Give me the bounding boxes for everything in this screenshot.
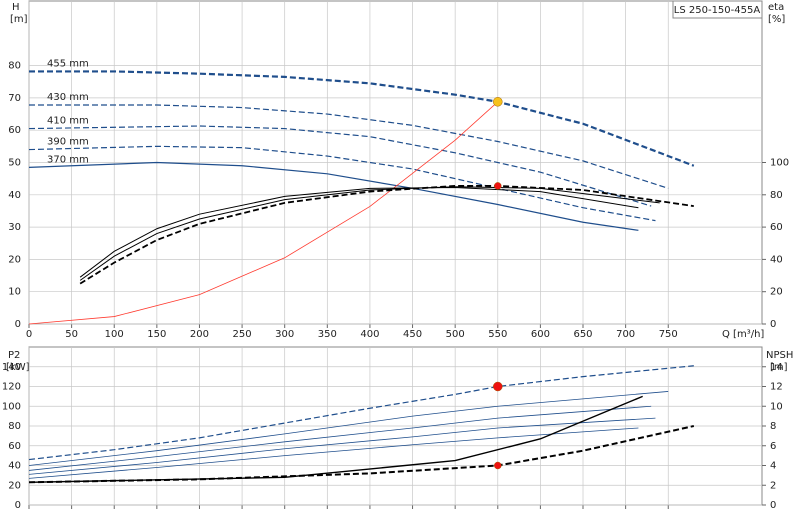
y2-label: NPSH [766, 350, 793, 361]
y-tick-label: 0 [15, 500, 21, 511]
y2-tick-label: 14 [770, 362, 783, 373]
y-tick-label: 80 [8, 421, 21, 432]
y2-tick-label: 20 [770, 287, 783, 298]
y-tick-label: 120 [2, 382, 21, 393]
title-box [672, 0, 763, 19]
y-unit: [kW] [6, 362, 30, 373]
y2-unit: [m] [770, 362, 788, 373]
y2-tick-label: 0 [770, 500, 776, 511]
x-tick-label: 400 [360, 329, 379, 340]
x-label: Q [m³/h] [722, 329, 764, 340]
curve [79, 185, 694, 285]
x-tick-label: 250 [233, 329, 252, 340]
y-tick-label: 50 [8, 158, 21, 169]
curve [28, 365, 694, 461]
y-tick-label: 0 [15, 319, 21, 330]
x-tick-label: 0 [26, 329, 32, 340]
operating-point [493, 381, 503, 392]
operating-point [494, 182, 502, 190]
x-tick-label: 50 [65, 329, 78, 340]
curve [28, 161, 639, 231]
y2-tick-label: 4 [770, 461, 776, 472]
y2-tick-label: 8 [770, 421, 776, 432]
y2-tick-label: 12 [770, 382, 783, 393]
x-tick-label: 200 [190, 329, 209, 340]
x-tick-label: 500 [446, 329, 465, 340]
curve [79, 186, 660, 281]
y-tick-label: 70 [8, 93, 21, 104]
x-tick-label: 550 [488, 329, 507, 340]
curve-label: 410 mm [47, 116, 89, 127]
y2-tick-label: 100 [770, 158, 789, 169]
operating-point [493, 97, 503, 107]
curve-label: 390 mm [47, 137, 89, 148]
curve-label: 430 mm [47, 92, 89, 103]
curve [28, 425, 695, 484]
y-label: P2 [8, 350, 20, 361]
x-tick-label: 650 [573, 329, 592, 340]
y2-unit: [%] [768, 14, 785, 25]
curve-label: 455 mm [47, 58, 89, 69]
y-tick-label: 20 [8, 480, 21, 491]
y2-tick-label: 40 [770, 254, 783, 265]
y-tick-label: 140 [2, 362, 21, 373]
curve [28, 395, 643, 483]
y-tick-label: 60 [8, 125, 21, 136]
y2-label: eta [768, 2, 784, 13]
x-tick-label: 150 [147, 329, 166, 340]
operating-point [494, 461, 502, 470]
curve [28, 125, 652, 207]
y2-tick-label: 60 [770, 222, 783, 233]
y-label: H [12, 2, 20, 13]
curve [79, 187, 639, 278]
x-tick-label: 450 [403, 329, 422, 340]
chart-title: LS 250-150-455A [674, 5, 761, 16]
y2-tick-label: 2 [770, 480, 776, 491]
x-tick-label: 600 [531, 329, 550, 340]
x-tick-label: 100 [105, 329, 124, 340]
curve [28, 391, 669, 466]
curve [28, 427, 639, 479]
x-tick-label: 300 [275, 329, 294, 340]
curve [28, 145, 656, 222]
y2-tick-label: 6 [770, 441, 776, 452]
y-tick-label: 80 [8, 61, 21, 72]
y-tick-label: 30 [8, 222, 21, 233]
curve [29, 104, 669, 189]
curve [28, 417, 656, 475]
y-tick-label: 10 [8, 287, 21, 298]
x-tick-label: 700 [616, 329, 635, 340]
curve [28, 101, 499, 325]
y2-tick-label: 10 [770, 401, 783, 412]
x-tick-label: 350 [318, 329, 337, 340]
y-tick-label: 40 [8, 461, 21, 472]
y-tick-label: 40 [8, 190, 21, 201]
curve [28, 405, 652, 471]
curve [29, 70, 695, 167]
y-unit: [m] [10, 14, 28, 25]
curve-label: 370 mm [47, 154, 89, 165]
y2-tick-label: 80 [770, 190, 783, 201]
y2-tick-label: 0 [770, 319, 776, 330]
y-tick-label: 100 [2, 401, 21, 412]
y-tick-label: 60 [8, 441, 21, 452]
x-tick-label: 750 [659, 329, 678, 340]
y-tick-label: 20 [8, 254, 21, 265]
